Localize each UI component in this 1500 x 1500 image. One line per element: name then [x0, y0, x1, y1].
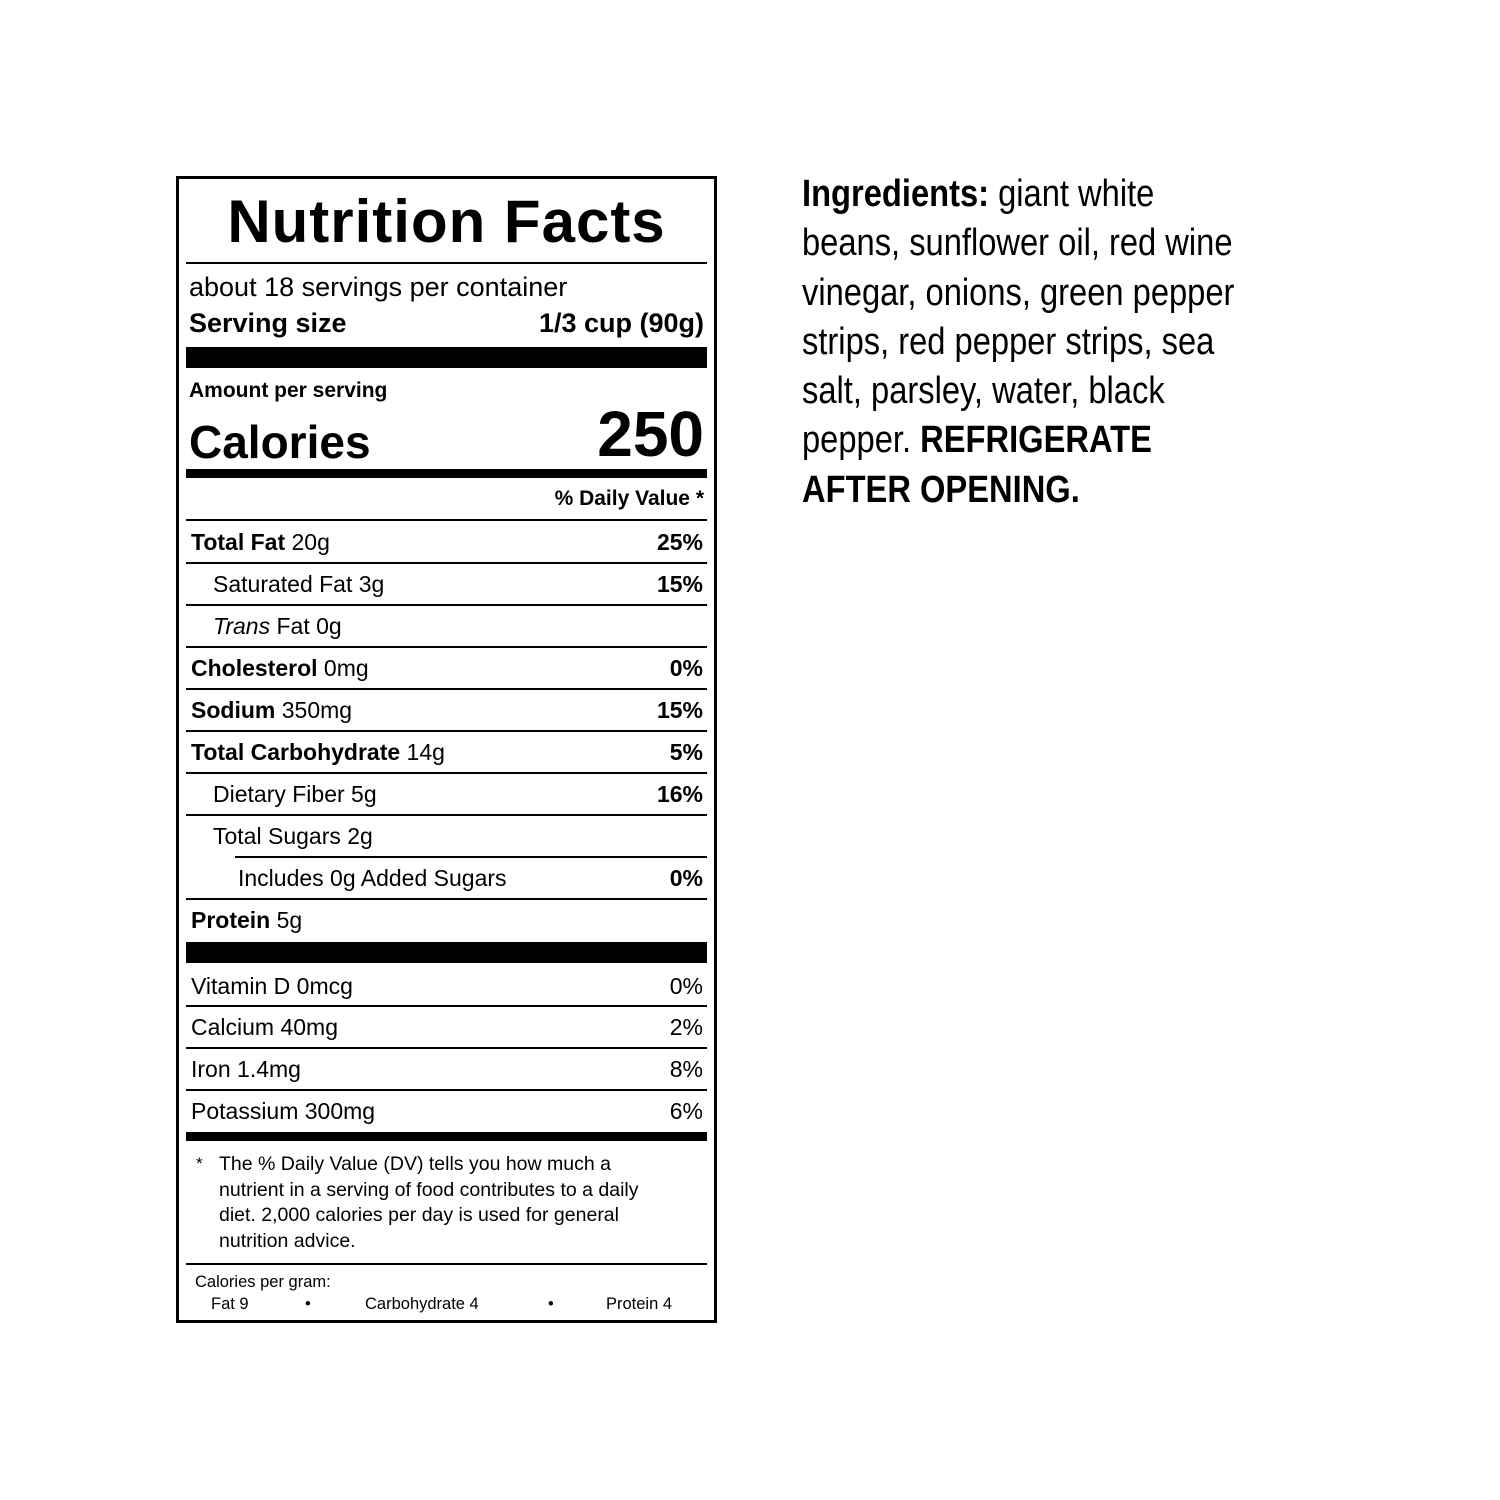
nutrient-row-total-sugars: Total Sugars 2g: [186, 815, 707, 857]
nutrient-row-added-sugars: Includes 0g Added Sugars 0%: [186, 857, 707, 899]
nutrient-name: Total Sugars 2g: [213, 822, 373, 849]
medium-divider: [186, 1132, 707, 1141]
storage-warning: AFTER OPENING.: [802, 468, 1080, 511]
thick-divider: [186, 942, 707, 963]
nutrient-dv: 15%: [656, 570, 703, 597]
ingredients-text: giant white: [998, 173, 1155, 215]
divider: [235, 856, 707, 858]
nutrient-dv: 16%: [656, 780, 703, 807]
nutrient-dv: 5%: [669, 738, 703, 765]
divider: [186, 1263, 707, 1265]
medium-divider: [186, 469, 707, 478]
nutrient-name: Protein: [191, 906, 271, 933]
dv-header: % Daily Value *: [554, 487, 704, 510]
bullet: •: [305, 1295, 311, 1313]
divider: [186, 1005, 707, 1007]
divider: [186, 519, 707, 521]
vitamin-row: Potassium 300mg 6%: [186, 1090, 707, 1132]
nutrient-name: Cholesterol: [191, 654, 318, 681]
ingredients-text: salt, parsley, water, black: [802, 370, 1165, 413]
protein-per-gram: Protein 4: [606, 1295, 673, 1313]
nutrient-dv: 0%: [669, 654, 703, 681]
serving-size-value: 1/3 cup (90g): [538, 308, 704, 338]
ingredients-text: vinegar, onions, green pepper: [802, 271, 1235, 314]
nutrient-dv: 25%: [656, 528, 703, 555]
nutrient-row-trans-fat: Trans Fat 0g: [186, 605, 707, 647]
vitamin-name: Calcium 40mg: [191, 1013, 338, 1040]
nutrient-amount: 5g: [270, 906, 303, 933]
nutrient-row-cholesterol: Cholesterol 0mg 0%: [186, 647, 707, 689]
nutrient-dv: 15%: [656, 696, 703, 723]
serving-size-label: Serving size: [189, 308, 347, 338]
footnote-text: The % Daily Value (DV) tells you how muc…: [219, 1153, 639, 1252]
amount-per-serving: Amount per serving: [189, 379, 388, 402]
serving-size: Serving size 1/3 cup (90g): [189, 308, 704, 339]
divider: [186, 562, 707, 564]
nutrient-row-total-fat: Total Fat 20g 25%: [186, 521, 707, 563]
nutrient-row-saturated-fat: Saturated Fat 3g 15%: [186, 563, 707, 605]
divider: [186, 1047, 707, 1049]
divider: [186, 688, 707, 690]
fat-per-gram: Fat 9: [211, 1295, 249, 1313]
vitamin-row: Iron 1.4mg 8%: [186, 1048, 707, 1090]
divider: [186, 730, 707, 732]
nutrient-amount: 0mg: [317, 654, 369, 681]
calories-label: Calories: [189, 416, 371, 468]
nutrient-amount: Fat 0g: [270, 612, 342, 639]
nutrient-row-protein: Protein 5g: [186, 899, 707, 941]
divider: [186, 772, 707, 774]
vitamin-name: Potassium 300mg: [191, 1097, 376, 1124]
ingredients-block: Ingredients: giant white beans, sunflowe…: [802, 170, 1442, 515]
divider: [186, 262, 707, 264]
divider: [186, 1089, 707, 1091]
nutrient-name: Includes 0g Added Sugars: [238, 864, 507, 891]
nutrient-row-dietary-fiber: Dietary Fiber 5g 16%: [186, 773, 707, 815]
vitamin-dv: 2%: [669, 1013, 703, 1040]
divider: [186, 604, 707, 606]
nutrient-name: Saturated Fat 3g: [213, 570, 385, 597]
footnote-asterisk: *: [196, 1154, 203, 1173]
ingredients-text: beans, sunflower oil, red wine: [802, 222, 1233, 265]
nutrient-name: Trans: [213, 612, 271, 639]
divider: [186, 814, 707, 816]
bullet: •: [548, 1295, 554, 1313]
ingredients-text: strips, red pepper strips, sea: [802, 320, 1215, 363]
divider: [186, 898, 707, 900]
thick-divider: [186, 347, 707, 368]
vitamin-dv: 0%: [669, 972, 703, 999]
nutrient-row-total-carbohydrate: Total Carbohydrate 14g 5%: [186, 731, 707, 773]
carbohydrate-per-gram: Carbohydrate 4: [365, 1295, 479, 1313]
nutrient-amount: 20g: [285, 528, 330, 555]
vitamin-dv: 8%: [669, 1055, 703, 1082]
nutrient-dv: 0%: [669, 864, 703, 891]
ingredients-heading: Ingredients:: [802, 173, 990, 215]
nutrient-name: Total Fat: [191, 528, 286, 555]
servings-per-container: about 18 servings per container: [189, 272, 568, 302]
vitamin-name: Iron 1.4mg: [191, 1055, 301, 1082]
nutrient-name: Dietary Fiber 5g: [213, 780, 377, 807]
nutrition-facts-label: Nutrition Facts about 18 servings per co…: [176, 176, 717, 1323]
nutrient-name: Sodium: [191, 696, 276, 723]
nutrient-amount: 14g: [400, 738, 445, 765]
vitamin-dv: 6%: [669, 1097, 703, 1124]
storage-warning: REFRIGERATE: [920, 419, 1152, 462]
vitamin-name: Vitamin D 0mcg: [191, 972, 353, 999]
nutrient-name: Total Carbohydrate: [191, 738, 401, 765]
calories-per-gram-label: Calories per gram:: [195, 1273, 331, 1291]
divider: [186, 646, 707, 648]
vitamin-row: Vitamin D 0mcg 0%: [186, 965, 707, 1007]
ingredients-text: pepper.: [802, 419, 912, 462]
label-title: Nutrition Facts: [227, 188, 666, 255]
nutrient-row-sodium: Sodium 350mg 15%: [186, 689, 707, 731]
nutrient-amount: 350mg: [275, 696, 353, 723]
vitamin-row: Calcium 40mg 2%: [186, 1006, 707, 1048]
calories-value: 250: [597, 398, 704, 470]
